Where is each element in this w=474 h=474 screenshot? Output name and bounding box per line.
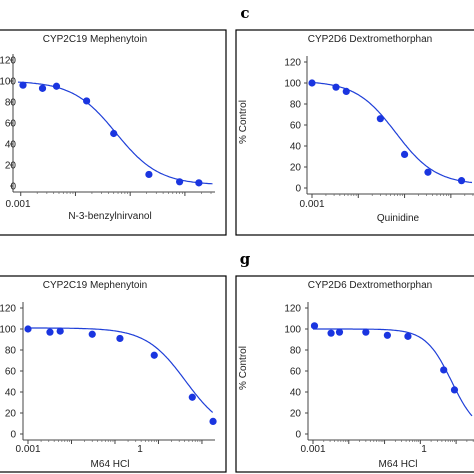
data-point	[52, 82, 61, 90]
chart-frame	[235, 275, 474, 473]
y-axis-label: % Control	[238, 346, 249, 390]
data-point	[88, 330, 96, 338]
data-point	[46, 328, 54, 336]
data-point	[56, 327, 64, 335]
y-tick-label: 0	[10, 182, 16, 193]
x-axis-label: N-3-benzylnirvanol	[68, 211, 151, 222]
data-point	[335, 328, 344, 336]
data-point	[457, 177, 466, 185]
data-point	[19, 81, 27, 89]
y-tick-label: 80	[5, 346, 17, 357]
fit-curve	[313, 328, 473, 417]
chart-frame	[0, 29, 227, 236]
chart-panel: CYP2D6 Dextromethorphan 0 20 40 60 80 100 120 0.…	[235, 275, 474, 473]
y-tick-label: 80	[290, 346, 302, 357]
panel-letter-c: c	[240, 4, 249, 22]
x-tick-label: 0.001	[300, 444, 325, 455]
data-point	[362, 328, 370, 336]
y-tick-label: 20	[5, 161, 17, 172]
chart-panel: CYP2C19 Mephenytoin 0 20 40 60 80 100 120 0.001 N…	[0, 29, 227, 236]
chart-frame	[0, 275, 227, 473]
chart-frame	[235, 29, 474, 236]
data-point	[116, 334, 124, 343]
y-tick-label: 120	[0, 304, 16, 315]
y-tick-label: 60	[5, 367, 17, 378]
chart-title: CYP2D6 Dextromethorphan	[308, 34, 433, 45]
y-tick-label: 0	[10, 430, 16, 441]
data-point	[310, 322, 319, 330]
data-point	[308, 79, 316, 87]
x-tick-label: 0.001	[5, 199, 30, 210]
x-tick-label: 1	[421, 444, 427, 455]
y-tick-label: 100	[284, 79, 301, 90]
data-point	[342, 87, 350, 95]
y-tick-label: 20	[5, 409, 17, 420]
y-tick-label: 0	[295, 184, 301, 195]
y-tick-label: 120	[284, 304, 301, 315]
data-point	[383, 331, 391, 339]
x-axis-label: M64 HCl	[91, 459, 130, 470]
panel-letter-g: g	[240, 250, 251, 268]
y-tick-label: 60	[290, 367, 302, 378]
y-tick-label: 40	[290, 142, 302, 153]
y-tick-label: 80	[290, 100, 302, 111]
fit-curve	[311, 81, 473, 184]
y-tick-label: 80	[5, 98, 17, 109]
x-tick-label: 1	[137, 444, 143, 455]
data-point	[209, 417, 217, 425]
data-point	[38, 84, 47, 92]
data-point	[400, 150, 409, 158]
x-axis-label: M64 HCl	[379, 459, 418, 470]
y-tick-label: 100	[0, 325, 16, 336]
y-tick-label: 120	[0, 56, 16, 67]
data-point	[440, 366, 448, 374]
y-tick-label: 0	[295, 430, 301, 441]
y-tick-label: 20	[290, 163, 302, 174]
data-point	[83, 97, 91, 105]
chart-panel: CYP2C19 Mephenytoin 0 20 40 60 80 100 120 0.001 1…	[0, 275, 227, 473]
data-point	[376, 115, 384, 123]
x-tick-label: 0.001	[15, 444, 40, 455]
data-point	[145, 170, 153, 179]
y-tick-label: 40	[5, 140, 17, 151]
y-tick-label: 40	[5, 388, 17, 399]
y-axis-label: % Control	[238, 100, 249, 144]
data-point	[175, 178, 184, 186]
y-tick-label: 120	[284, 58, 301, 69]
y-tick-label: 60	[290, 121, 302, 132]
data-point	[110, 129, 118, 138]
data-point	[404, 332, 412, 340]
y-tick-label: 40	[290, 388, 302, 399]
y-tick-label: 20	[290, 409, 302, 420]
chart-title: CYP2C19 Mephenytoin	[43, 34, 148, 45]
x-axis-label: Quinidine	[377, 213, 420, 224]
data-point	[188, 393, 196, 401]
data-point	[327, 329, 335, 337]
chart-title: CYP2D6 Dextromethorphan	[308, 280, 433, 291]
y-tick-label: 100	[0, 77, 16, 88]
data-point	[195, 179, 203, 187]
y-tick-label: 100	[284, 325, 301, 336]
data-point	[424, 168, 432, 176]
chart-panel: CYP2D6 Dextromethorphan 0 20 40 60 80 100 120 0.…	[235, 29, 474, 236]
x-tick-label: 0.001	[299, 199, 324, 210]
data-point	[24, 325, 32, 333]
data-point	[150, 351, 158, 359]
chart-title: CYP2C19 Mephenytoin	[43, 280, 148, 291]
y-tick-label: 60	[5, 119, 17, 130]
data-point	[450, 386, 459, 394]
data-point	[332, 83, 340, 91]
